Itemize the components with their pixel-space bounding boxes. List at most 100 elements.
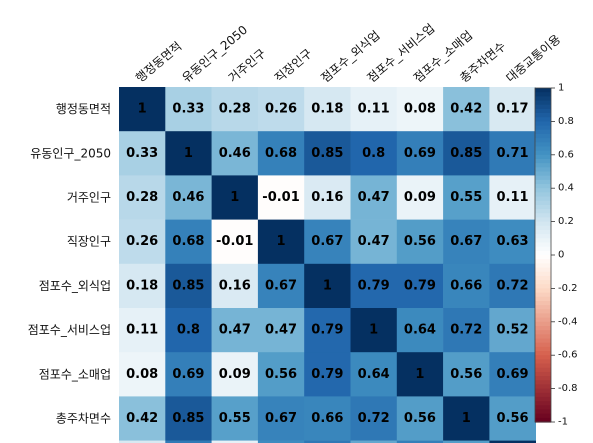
colorbar-segment <box>535 351 551 356</box>
colorbar-segment <box>535 292 551 298</box>
cell-value-label: 0.85 <box>450 146 482 161</box>
heatmap-cell <box>304 219 351 265</box>
colorbar-tick-label: 0.4 <box>558 183 574 194</box>
cell-value-label: 0.33 <box>126 146 158 161</box>
cell-value-label: 0.79 <box>311 323 343 338</box>
cell-value-label: 0.26 <box>265 102 297 117</box>
colorbar-segment <box>535 363 551 369</box>
heatmap-cell <box>165 87 212 132</box>
cell-value-label: 0.79 <box>311 367 343 382</box>
heatmap-cell <box>257 440 305 443</box>
cell-value-label: 0.18 <box>311 102 343 117</box>
cell-value-label: 0.18 <box>126 278 158 293</box>
cell-value-label: 0.79 <box>358 278 390 293</box>
heatmap-cell <box>443 87 490 132</box>
colorbar-segment <box>535 238 551 244</box>
heatmap-cell <box>443 352 490 397</box>
colorbar-segment <box>535 192 551 198</box>
cell-value-label: 0.56 <box>450 367 482 382</box>
heatmap-cell <box>350 263 398 309</box>
colorbar-tick-label: 0.8 <box>558 116 574 127</box>
colorbar-segment <box>535 309 551 315</box>
cell-value-label: 0.56 <box>404 234 436 249</box>
colorbar-segment <box>535 275 551 281</box>
colorbar-tick-label: 0.6 <box>558 149 574 160</box>
cell-value-label: 0.46 <box>219 146 251 161</box>
colorbar-segment <box>535 167 551 173</box>
heatmap-cell <box>443 440 490 443</box>
y-tick-label: 점포수_소매업 <box>39 367 111 381</box>
colorbar-segment <box>535 221 551 227</box>
cell-value-label: 0.66 <box>450 278 482 293</box>
colorbar-segment <box>535 92 551 97</box>
cell-value-label: 0.66 <box>311 411 343 426</box>
colorbar-segment <box>535 388 551 394</box>
heatmap-cell <box>489 308 536 353</box>
colorbar-segment <box>535 338 551 344</box>
cell-value-label: 0.08 <box>126 367 158 382</box>
colorbar-segment <box>535 142 551 148</box>
cell-value-label: 0.09 <box>219 367 251 382</box>
cell-value-label: 0.69 <box>497 367 529 382</box>
colorbar-segment <box>535 175 551 181</box>
cell-value-label: 0.64 <box>358 367 390 382</box>
cell-value-label: 0.33 <box>172 102 204 117</box>
colorbar-segment <box>535 267 551 273</box>
colorbar-segment <box>535 259 551 264</box>
cell-value-label: 0.28 <box>126 190 158 205</box>
cell-value-label: 0.56 <box>404 411 436 426</box>
cell-value-label: -0.01 <box>216 234 253 249</box>
colorbar-segment <box>535 121 551 127</box>
heatmap-cell <box>211 175 259 220</box>
colorbar-segment <box>535 225 551 231</box>
colorbar-segment <box>535 234 551 239</box>
y-tick-label: 점포수_외식업 <box>39 279 111 293</box>
cell-value-label: 0.52 <box>497 323 529 338</box>
colorbar-segment <box>535 146 551 152</box>
heatmap-cell <box>165 219 212 265</box>
cell-value-label: 0.28 <box>219 102 251 117</box>
heatmap-cell <box>119 175 166 220</box>
x-tick-label: 행정동면적 <box>132 38 184 85</box>
colorbar-segment <box>535 104 551 110</box>
heatmap-cell <box>165 352 212 397</box>
colorbar-segment <box>535 154 551 160</box>
heatmap-cell <box>119 440 166 443</box>
colorbar-segment <box>535 209 551 214</box>
heatmap-cell <box>304 87 351 132</box>
cell-value-label: 0.79 <box>404 278 436 293</box>
heatmap-cells: 1 0.33 0.28 0.26 0.18 0.11 0.08 0.42 0.17 0.33 1 0.… <box>119 87 536 443</box>
y-tick-label: 총주차면수 <box>56 412 111 426</box>
colorbar-segment <box>535 255 551 260</box>
heatmap-cell <box>257 352 305 397</box>
cell-value-label: 0.85 <box>172 411 204 426</box>
heatmap-cell <box>396 440 444 443</box>
heatmap-cell <box>443 175 490 220</box>
cell-value-label: 0.47 <box>219 323 251 338</box>
colorbar-segment <box>535 401 551 406</box>
colorbar-segment <box>535 171 551 177</box>
colorbar-segment <box>535 396 551 402</box>
cell-value-label: 0.85 <box>311 146 343 161</box>
cell-value-label: 0.8 <box>177 323 200 338</box>
cell-value-label: 0.47 <box>358 190 390 205</box>
colorbar-segment <box>535 108 551 114</box>
colorbar-segment <box>535 380 551 386</box>
heatmap-cell <box>257 87 305 132</box>
heatmap-cell <box>304 396 351 441</box>
cell-value-label: 0.56 <box>265 367 297 382</box>
colorbar-segment <box>535 129 551 135</box>
heatmap-cell <box>211 131 259 176</box>
colorbar-tick-label: 1 <box>558 83 564 94</box>
cell-value-label: 0.55 <box>219 411 251 426</box>
heatmap-cell <box>257 175 305 220</box>
cell-value-label: 1 <box>369 323 378 338</box>
heatmap-cell <box>257 396 305 441</box>
cell-value-label: 0.42 <box>450 102 482 117</box>
heatmap-cell <box>350 175 398 220</box>
cell-value-label: 0.11 <box>126 323 158 338</box>
heatmap-cell <box>443 308 490 353</box>
colorbar-segment <box>535 392 551 398</box>
colorbar-segment <box>535 417 551 423</box>
